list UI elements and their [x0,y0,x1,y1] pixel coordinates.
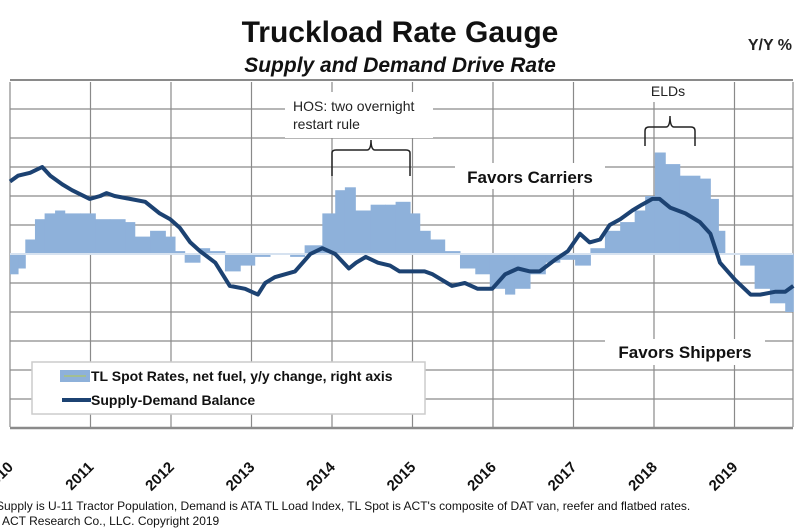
elds-annotation: ELDs [651,83,685,99]
spot-rate-bar [645,196,656,254]
spot-rate-bar [322,213,336,254]
spot-rate-bar [475,254,491,275]
spot-rate-bar [165,236,176,254]
spot-rate-bar [109,219,126,254]
spot-rate-bar [184,254,201,263]
spot-rate-bar [620,222,636,254]
x-tick-label: 2018 [625,459,661,495]
spot-rate-bar [559,254,576,260]
favors-shippers-label: Favors Shippers [618,343,751,362]
hos-bracket [331,139,411,176]
spot-rate-bar [34,219,46,254]
spot-rate-bar [209,251,226,254]
spot-rate-bar [240,254,256,266]
spot-rate-bar [25,239,36,254]
spot-rate-bar [10,254,19,275]
spot-rate-bar [64,213,81,254]
spot-rate-bar [430,239,446,254]
spot-rate-bar [590,248,606,254]
hos-annotation-line2: restart rule [293,116,360,132]
spot-rate-bar [150,230,166,254]
spot-rate-bar [335,190,346,254]
hos-annotation-line1: HOS: two overnight [293,98,414,114]
x-tick-label: 2019 [706,459,742,495]
spot-rate-bar [654,152,666,254]
favors-shippers-bg [605,339,765,365]
spot-rate-bar [355,210,372,254]
spot-rate-bar [304,245,323,254]
hos-label-bg [285,92,433,138]
legend: TL Spot Rates, net fuel, y/y change, rig… [31,361,426,415]
spot-rate-bar [410,213,421,254]
spot-rate-bar [95,219,111,254]
spot-rate-bars [10,152,794,312]
x-tick-label: 2011 [62,459,97,494]
right-axis-label: Y/Y % [748,37,792,54]
favors-carriers-label: Favors Carriers [467,168,593,187]
spot-rate-bar [604,230,621,254]
spot-rate-bar [740,254,756,266]
spot-rate-bar [710,198,719,254]
spot-rate-bar [55,210,66,254]
legend-label-supply-demand: Supply-Demand Balance [91,392,255,408]
footnote-line1: Supply is U-11 Tractor Population, Deman… [0,499,690,513]
spot-rate-bar [385,204,397,254]
chart-subtitle: Supply and Demand Drive Rate [244,54,556,77]
spot-rate-bar [18,254,26,269]
x-tick-label: 2017 [545,459,581,495]
footnote-line2: : ACT Research Co., LLC. Copyright 2019 [0,514,220,528]
spot-rate-bar [44,213,56,254]
chart-title: Truckload Rate Gauge [242,16,559,49]
spot-rate-bar [505,254,516,295]
x-tick-label: 2015 [384,459,420,495]
favors-carriers-bg [455,163,605,189]
spot-rate-bar [718,230,726,254]
spot-rate-bar [769,254,786,304]
spot-rate-bar [199,248,211,254]
x-tick-label: 2013 [223,459,259,495]
spot-rate-bar [370,204,386,254]
supply-demand-line [8,165,795,297]
spot-rate-bar [754,254,771,289]
spot-rate-bar [699,178,711,254]
spot-rate-bar [224,254,241,272]
elds-bracket [644,115,696,146]
spot-rate-bar [80,213,96,254]
spot-rate-bar [575,254,591,266]
x-tick-label: 2014 [303,458,339,494]
spot-rate-bar [785,254,794,312]
spot-rate-bar [634,210,646,254]
x-axis-ticks: 2010 2011 2012 2013 2014 2015 2016 2017 2018 2019 [0,458,741,494]
spot-rate-bar [459,254,476,269]
spot-rate-bar [175,251,186,254]
spot-rate-bar [395,201,411,254]
spot-rate-bar [134,236,151,254]
x-tick-label: 2012 [142,459,178,495]
legend-label-spot-rates: TL Spot Rates, net fuel, y/y change, rig… [91,368,393,384]
spot-rate-bar [419,230,431,254]
elds-label-bg [640,82,696,102]
x-tick-label: 2010 [0,459,17,495]
spot-rate-bar [344,187,356,254]
x-tick-label: 2016 [464,459,500,495]
spot-rate-bar [254,254,271,257]
spot-rate-bar [125,222,136,254]
spot-rate-bar [444,251,461,254]
spot-rate-bar [545,254,561,263]
spot-rate-bar [290,254,306,257]
